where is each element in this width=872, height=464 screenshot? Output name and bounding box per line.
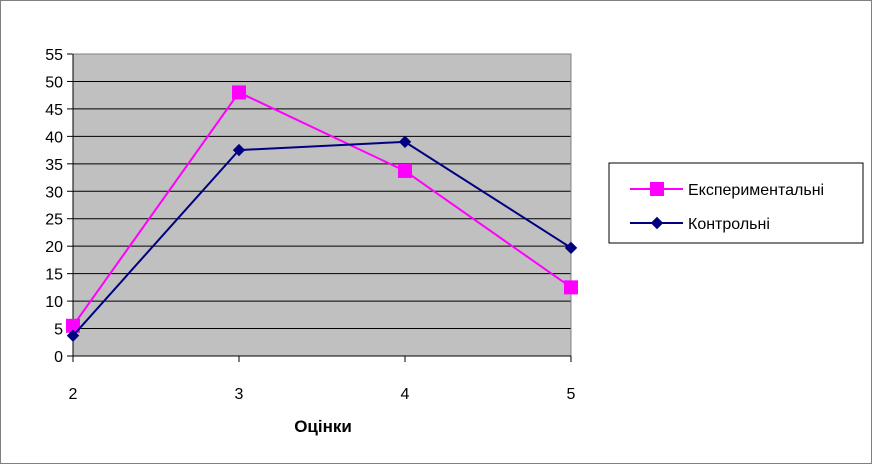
data-point bbox=[232, 143, 246, 157]
y-tick-label: 35 bbox=[45, 157, 63, 174]
series-line bbox=[72, 91, 572, 327]
legend-item: Експериментальні bbox=[630, 182, 824, 199]
y-tick-label: 45 bbox=[45, 102, 63, 119]
y-tick-label: 25 bbox=[45, 212, 63, 229]
legend-marker bbox=[650, 216, 664, 230]
data-point bbox=[398, 163, 412, 178]
x-tick-label: 3 bbox=[235, 386, 244, 403]
x-tick-label: 5 bbox=[567, 386, 576, 403]
x-tick-label: 2 bbox=[69, 386, 78, 403]
data-point bbox=[232, 85, 246, 100]
series-1 bbox=[66, 85, 578, 333]
data-point bbox=[66, 329, 80, 342]
series-line bbox=[72, 140, 572, 337]
x-tick-label: 4 bbox=[401, 386, 410, 403]
x-axis-title: Оцінки bbox=[294, 417, 352, 436]
legend-marker bbox=[650, 182, 664, 196]
y-tick-label: 50 bbox=[45, 74, 63, 91]
plot-area bbox=[73, 54, 571, 356]
y-tick-label: 30 bbox=[45, 184, 63, 201]
legend-box bbox=[608, 162, 864, 244]
legend-item: Контрольні bbox=[630, 216, 770, 233]
y-tick-label: 0 bbox=[54, 349, 63, 366]
series-2 bbox=[66, 135, 578, 342]
legend-label: Контрольні bbox=[688, 216, 770, 233]
data-point bbox=[564, 241, 578, 255]
data-point bbox=[398, 135, 412, 149]
y-tick-label: 15 bbox=[45, 267, 63, 284]
y-tick-label: 10 bbox=[45, 294, 63, 311]
y-tick-label: 20 bbox=[45, 239, 63, 256]
series-layer bbox=[66, 85, 578, 342]
y-tick-label: 5 bbox=[54, 322, 63, 339]
y-tick-label: 40 bbox=[45, 129, 63, 146]
legend: Експериментальні Контрольні bbox=[608, 162, 864, 244]
data-point bbox=[564, 280, 578, 295]
legend-label: Експериментальні bbox=[688, 182, 824, 199]
y-tick-label: 55 bbox=[45, 47, 63, 64]
